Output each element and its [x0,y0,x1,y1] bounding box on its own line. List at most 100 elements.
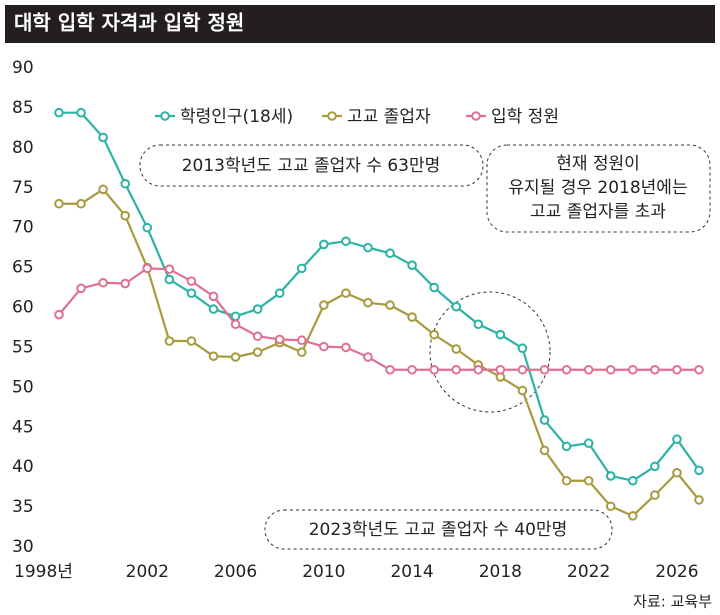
point [407,312,417,322]
point [385,248,395,259]
point [694,364,704,375]
point [98,277,108,288]
point [385,300,395,310]
y-tick-label: 50 [12,377,34,397]
x-tick-label: 2006 [214,562,257,582]
highlight-circle [429,291,551,413]
point [672,434,682,445]
point [451,364,462,375]
point [252,331,263,342]
point [296,335,307,346]
y-tick-label: 80 [12,138,34,158]
point [319,300,329,310]
point [230,319,241,330]
point [517,364,528,375]
point [539,364,550,375]
point [385,364,395,375]
point [605,471,616,481]
point [451,301,462,312]
series-line [58,267,699,371]
point [186,276,197,286]
y-tick-label: 60 [12,298,34,318]
y-tick-label: 65 [12,258,34,278]
point [341,236,351,247]
legend-label: 입학 정원 [491,107,559,127]
point [363,297,373,308]
y-tick-label: 30 [12,537,34,557]
y-tick-label: 70 [12,218,34,238]
point [627,511,638,521]
point [451,344,462,354]
point [561,441,572,452]
point [208,351,219,361]
x-tick-label: 2002 [126,562,169,582]
legend-label: 학령인구(18세) [180,107,293,127]
point [407,260,417,270]
y-tick-label: 75 [12,178,34,198]
point [54,107,64,118]
point [164,274,175,285]
point [120,278,131,289]
point [517,343,528,354]
point [561,475,572,486]
point [672,364,682,375]
point [341,342,351,353]
point [473,319,484,330]
point [627,364,638,375]
point [230,311,241,322]
source: 자료: 교육부 [633,593,712,611]
point [605,501,616,512]
y-tick-label: 45 [12,417,34,437]
point [319,341,329,352]
annotation: 고교 졸업자를 초과 [530,202,666,222]
annotation: 2013학년도 고교 졸업자 수 63만명 [182,156,441,176]
point [672,467,682,478]
series-line [59,187,700,518]
point [583,475,594,486]
point [208,291,219,302]
annotation-box [486,144,711,233]
point [605,364,616,375]
point [274,334,285,345]
x-tick-label: 2010 [302,562,345,582]
point [583,438,594,449]
point [208,304,219,314]
point [429,329,439,340]
point [274,288,285,298]
point [76,198,86,209]
chart-title: 대학 입학 자격과 입학 정원 [14,11,244,35]
x-tick-label: 1998년 [14,562,73,582]
point [650,461,660,472]
title-bar [5,5,715,43]
point [363,352,373,362]
point [407,364,417,375]
point [186,336,197,346]
point [252,304,263,314]
y-tick-label: 40 [12,457,34,477]
point [650,364,660,375]
y-tick-label: 35 [12,497,34,517]
point [142,263,153,274]
point [539,415,550,425]
point [98,132,108,143]
point [561,364,572,375]
legend-marker [471,111,481,121]
point [627,475,638,486]
annotation: 현재 정원이 [556,154,640,174]
point [76,283,86,294]
x-tick-label: 2018 [479,562,522,582]
point [319,239,329,250]
point [164,264,175,274]
y-tick-label: 90 [12,58,34,78]
legend-marker [160,111,170,121]
point [120,178,131,189]
point [164,336,175,346]
legend-marker [327,111,337,121]
point [54,198,64,209]
point [98,184,108,195]
x-tick-label: 2014 [390,562,433,582]
point [120,210,131,221]
point [54,309,64,320]
point [363,242,373,253]
annotation-box [264,509,613,550]
